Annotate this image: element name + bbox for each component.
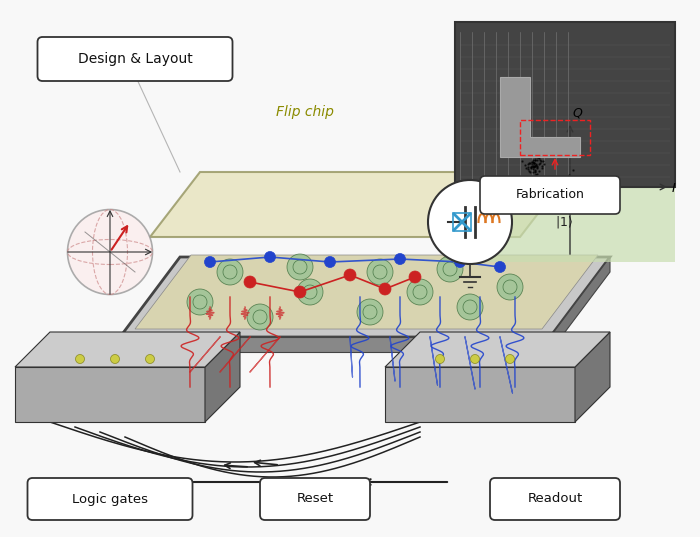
Circle shape <box>325 257 335 267</box>
Circle shape <box>407 279 433 305</box>
Circle shape <box>265 251 276 263</box>
Circle shape <box>379 283 391 295</box>
Circle shape <box>357 299 383 325</box>
FancyBboxPatch shape <box>490 478 620 520</box>
Circle shape <box>395 253 405 265</box>
Circle shape <box>457 294 483 320</box>
Text: Logic gates: Logic gates <box>72 492 148 505</box>
FancyBboxPatch shape <box>480 117 675 262</box>
Circle shape <box>470 354 480 364</box>
Ellipse shape <box>67 209 153 294</box>
Circle shape <box>428 180 512 264</box>
Polygon shape <box>550 257 610 352</box>
FancyBboxPatch shape <box>38 37 232 81</box>
Circle shape <box>217 259 243 285</box>
Circle shape <box>344 269 356 281</box>
Circle shape <box>204 257 216 267</box>
Polygon shape <box>385 367 575 422</box>
Circle shape <box>494 262 505 272</box>
Text: Flip chip: Flip chip <box>276 105 334 119</box>
Circle shape <box>437 256 463 282</box>
Polygon shape <box>150 172 570 237</box>
Circle shape <box>187 289 213 315</box>
Circle shape <box>146 354 155 364</box>
Polygon shape <box>120 337 550 352</box>
FancyBboxPatch shape <box>260 478 370 520</box>
Circle shape <box>454 257 466 267</box>
Text: Readout: Readout <box>527 492 582 505</box>
Polygon shape <box>120 257 610 337</box>
Circle shape <box>111 354 120 364</box>
Polygon shape <box>385 332 610 367</box>
Text: Fabrication: Fabrication <box>516 188 584 201</box>
Polygon shape <box>500 77 580 157</box>
Text: Q: Q <box>572 106 582 119</box>
Circle shape <box>497 274 523 300</box>
Text: $|0\rangle$: $|0\rangle$ <box>502 141 520 157</box>
Circle shape <box>287 254 313 280</box>
Circle shape <box>367 259 393 285</box>
Bar <box>453 213 471 231</box>
FancyBboxPatch shape <box>480 176 620 214</box>
Circle shape <box>505 354 514 364</box>
Circle shape <box>294 286 306 298</box>
Text: Reset: Reset <box>296 492 334 505</box>
Circle shape <box>76 354 85 364</box>
Circle shape <box>409 271 421 283</box>
Polygon shape <box>205 332 240 422</box>
Text: Design & Layout: Design & Layout <box>78 52 193 66</box>
Polygon shape <box>135 255 598 329</box>
Polygon shape <box>15 367 205 422</box>
Text: I: I <box>672 183 676 195</box>
Circle shape <box>435 354 444 364</box>
Circle shape <box>247 304 273 330</box>
Circle shape <box>297 279 323 305</box>
FancyBboxPatch shape <box>27 478 193 520</box>
Bar <box>520 120 590 155</box>
Polygon shape <box>575 332 610 422</box>
Polygon shape <box>15 332 240 367</box>
Bar <box>455 22 675 187</box>
Text: $|1\rangle$: $|1\rangle$ <box>555 214 573 230</box>
Circle shape <box>244 276 256 288</box>
